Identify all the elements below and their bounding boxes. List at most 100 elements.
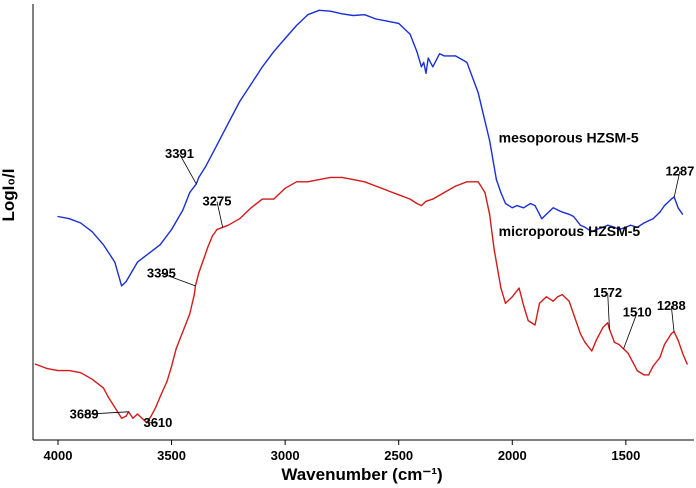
series-1-point (295, 181, 298, 183)
series-0-point (541, 218, 543, 220)
series-0-point (670, 198, 672, 200)
series-1-point (261, 198, 263, 200)
series-0-point (625, 226, 627, 228)
series-0-point (114, 261, 116, 263)
series-0-point (425, 72, 427, 74)
series-0-point (398, 22, 400, 24)
series-1-point (618, 343, 620, 346)
series-1-point (207, 246, 209, 248)
series-0-point (613, 226, 616, 228)
series-1-point (409, 198, 411, 200)
peak-leader-line (84, 411, 129, 415)
x-tick-label: 3500 (157, 448, 186, 463)
series-0-point (648, 220, 650, 222)
series-0-point (205, 166, 207, 168)
series-1-point (150, 415, 152, 417)
series-1-point (432, 198, 434, 200)
series-0-point (57, 215, 59, 218)
series-0-point (216, 144, 218, 146)
series-0-point (545, 213, 548, 215)
peak-label: 3391 (165, 146, 194, 161)
y-axis-title: LogI₀/I (0, 169, 18, 222)
series-0-point (198, 176, 200, 178)
series-1-point (34, 363, 36, 365)
series-0-point (250, 83, 252, 85)
series-1-point (46, 367, 48, 369)
peak-label: 1287 (665, 163, 694, 178)
series-0-point (318, 9, 320, 11)
series-0-point (636, 226, 638, 228)
series-1-point (523, 304, 525, 307)
series-0-point (416, 51, 418, 53)
series-0-point (500, 192, 502, 194)
series-1-point (364, 181, 366, 183)
series-1-point (659, 356, 661, 359)
series-0-point (523, 207, 525, 209)
series-0-point (148, 252, 150, 254)
series-1-point (636, 370, 638, 372)
peak-leader-line (607, 292, 610, 330)
peak-label: 3395 (147, 265, 176, 280)
series-0-point (477, 92, 479, 94)
series-0-point (439, 53, 441, 55)
series-1-point (686, 363, 688, 365)
series-0-point (466, 61, 468, 64)
series-0-point (618, 228, 620, 231)
series-1-point (250, 207, 252, 209)
series-0-point (284, 37, 286, 40)
series-1-point (602, 326, 604, 328)
peak-label: 3610 (143, 415, 172, 430)
series-1-point (102, 387, 104, 389)
x-tick-label: 3000 (271, 448, 300, 463)
series-0-point (239, 100, 241, 103)
series-0-point (643, 222, 645, 224)
series-1-point (425, 200, 427, 202)
series-1-point (273, 198, 275, 200)
series-0-point (273, 51, 275, 53)
series-1-point (132, 417, 134, 419)
series-0-point (552, 207, 554, 209)
series-1-point (573, 313, 575, 315)
series-0-point (102, 244, 104, 246)
series-line-1 (35, 176, 688, 424)
series-0-point (534, 205, 536, 207)
series-1-point (595, 339, 597, 341)
series-0-point (663, 205, 666, 207)
series-0-point (579, 224, 582, 226)
series-1-point (416, 202, 418, 205)
series-0-point (409, 33, 411, 35)
series-0-point (607, 224, 609, 226)
series-0-point (182, 209, 184, 211)
series-1-point (182, 330, 184, 333)
series-1-point (591, 350, 593, 352)
series-1-point (518, 287, 520, 289)
series-layer (34, 9, 688, 424)
series-0-point (91, 231, 93, 233)
series-0-point (652, 218, 654, 220)
series-0-point (629, 224, 632, 226)
series-0-point (584, 226, 586, 228)
series-1-point (584, 341, 586, 343)
series-1-point (239, 218, 241, 220)
series-1-point (175, 348, 177, 350)
series-1-point (284, 187, 286, 189)
series-1-point (211, 235, 213, 237)
peak-label: 3275 (203, 194, 232, 209)
series-1-point (670, 333, 672, 335)
series-0-point (80, 222, 82, 224)
series-0-point (136, 261, 139, 263)
series-1-point (648, 374, 650, 376)
series-1-point (545, 296, 548, 298)
series-0-point (420, 66, 422, 68)
series-1-point (443, 192, 445, 194)
series-0-point (307, 14, 309, 16)
series-0-point (568, 213, 570, 215)
plot-frame (32, 4, 694, 441)
series-1-point (420, 205, 422, 207)
series-0-point (511, 207, 513, 209)
peak-label: 1572 (593, 285, 622, 300)
x-axis-title: Wavenumber (cm⁻¹) (281, 465, 442, 484)
series-1-point (552, 300, 554, 302)
series-1-point (136, 413, 139, 415)
series-0-point (427, 57, 429, 59)
